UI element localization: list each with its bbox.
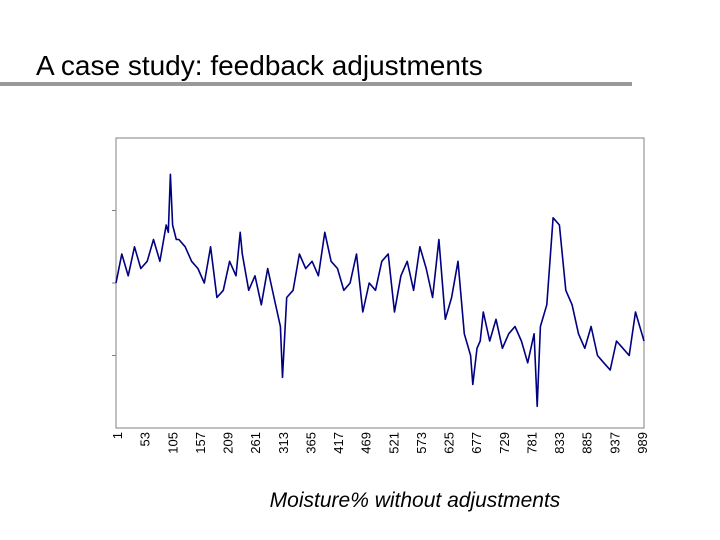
- x-tick-label: 937: [607, 432, 622, 454]
- x-axis-tick-labels: 1 53 105 157 209 261 313 365 417 469 521 573 625 677 7…: [110, 432, 650, 454]
- x-tick-label: 1: [110, 432, 125, 439]
- series-line-moisture: [115, 173, 645, 408]
- y-axis-ticks: [112, 210, 116, 356]
- x-tick-label: 625: [442, 432, 457, 454]
- x-tick-label: 781: [524, 432, 539, 454]
- x-tick-label: 469: [359, 432, 374, 454]
- slide-title: A case study: feedback adjustments: [36, 50, 483, 81]
- x-tick-label: 677: [469, 432, 484, 454]
- x-tick-label: 521: [386, 432, 401, 454]
- x-tick-label: 729: [497, 432, 512, 454]
- title-underline: [0, 82, 632, 86]
- x-tick-label: 417: [331, 432, 346, 454]
- x-tick-label: 105: [165, 432, 180, 454]
- chart-caption: Moisture% without adjustments: [269, 489, 561, 512]
- x-tick-label: 573: [414, 432, 429, 454]
- x-tick-label: 157: [193, 432, 208, 454]
- x-tick-label: 261: [248, 432, 263, 454]
- x-tick-label: 989: [635, 432, 650, 454]
- x-tick-label: 53: [138, 432, 153, 446]
- x-tick-label: 885: [580, 432, 595, 454]
- x-tick-label: 313: [276, 432, 291, 454]
- x-tick-label: 833: [552, 432, 567, 454]
- x-tick-label: 365: [303, 432, 318, 454]
- x-tick-label: 209: [221, 432, 236, 454]
